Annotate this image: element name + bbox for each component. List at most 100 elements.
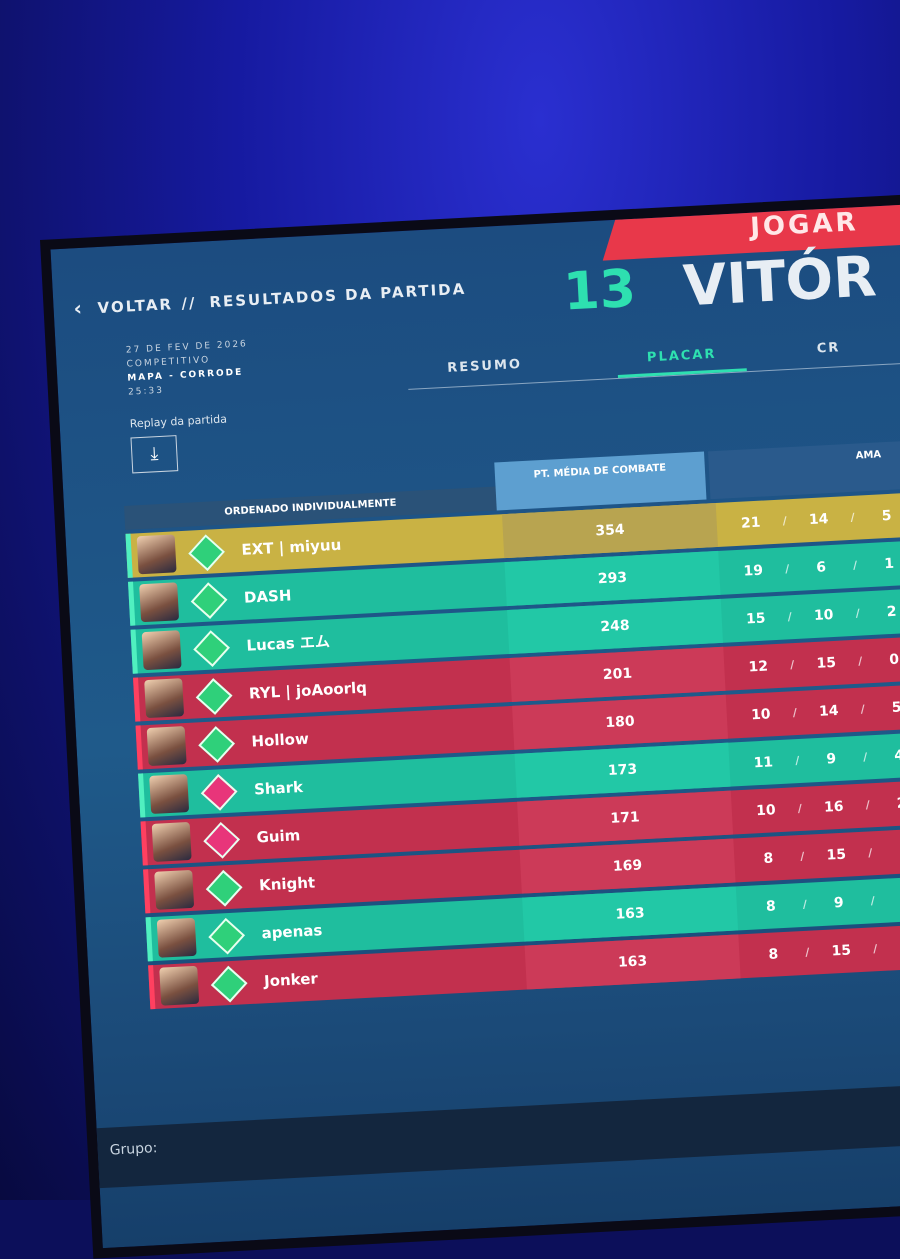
acs-value: 173 [607, 761, 638, 779]
player-name: Shark [253, 777, 304, 799]
kda-value: 1 [883, 555, 895, 573]
kda-value: 15 [816, 654, 837, 672]
kda-value: 10 [813, 606, 834, 624]
acs-value: 354 [594, 521, 625, 540]
kda-header: AMA [707, 434, 900, 500]
kda-separator: / [804, 945, 810, 959]
kda-value: 11 [753, 754, 774, 772]
group-label: Grupo: [109, 1140, 158, 1159]
player-name: DASH [243, 586, 292, 607]
kda-separator: / [784, 562, 790, 576]
kda-separator: / [872, 942, 878, 956]
avatar [149, 774, 190, 814]
player-name: Hollow [251, 729, 310, 751]
kda-value: 21 [740, 514, 761, 532]
avatar [151, 821, 192, 862]
avatar [154, 869, 195, 910]
kda-separator: / [802, 897, 808, 911]
kda-value: 2 [883, 829, 900, 875]
rank-icon [210, 965, 248, 1003]
acs-value: 169 [612, 857, 643, 875]
avatar [159, 965, 200, 1006]
avatar [136, 534, 177, 575]
kda-separator: / [799, 849, 805, 864]
rank-icon [190, 582, 228, 620]
kda-separator: / [794, 753, 800, 768]
kda-separator: / [855, 606, 861, 620]
kda-value: 12 [748, 658, 769, 676]
acs-value: 171 [610, 809, 641, 827]
avatar [141, 630, 182, 671]
kda-value: 4 [893, 747, 900, 764]
kda-value: 10 [755, 802, 777, 820]
kda-value: 9 [825, 751, 837, 768]
kda-separator: / [867, 846, 873, 860]
kda-value: 15 [826, 846, 847, 864]
back-arrow[interactable]: ‹ [72, 295, 85, 321]
kda-value: 15 [831, 942, 852, 960]
rank-icon [193, 630, 230, 667]
rank-icon [188, 534, 225, 572]
player-name: Jonker [263, 969, 319, 991]
match-map: MAPA - CORRODE [127, 367, 244, 384]
acs-value: 293 [597, 569, 628, 588]
kda-value: 5 [881, 507, 892, 525]
player-name: Guim [256, 826, 301, 847]
acs-value: 163 [617, 953, 648, 971]
rank-icon [200, 774, 238, 811]
kda-separator: / [792, 706, 798, 720]
acs-value: 180 [605, 713, 636, 732]
kda-value: 16 [823, 798, 844, 816]
kda-separator: / [870, 894, 876, 908]
kda-value: 15 [745, 610, 766, 628]
kda-value: 9 [833, 894, 845, 912]
replay-label: Replay da partida [129, 412, 228, 431]
kda-value: 14 [818, 702, 839, 720]
player-name: Knight [258, 873, 316, 895]
kda-value: 8 [765, 898, 777, 915]
tab-bar: RESUMO PLACAR CR [406, 324, 900, 390]
kda-separator: / [782, 514, 788, 528]
avatar [139, 582, 180, 623]
kda-separator: / [865, 798, 871, 812]
kda-separator: / [797, 801, 803, 816]
tab[interactable]: PLACAR [616, 345, 748, 378]
player-name: Lucas エム [246, 632, 331, 655]
kda-separator: / [787, 610, 793, 624]
player-name: RYL | joAoorlq [248, 678, 368, 703]
page-title: RESULTADOS DA PARTIDA [209, 279, 467, 312]
match-date: 27 DE FEV DE 2026 [125, 339, 249, 356]
acs-value: 248 [599, 617, 631, 636]
avatar [156, 917, 197, 958]
kda-value: 6 [815, 559, 827, 576]
kda-value: 0 [888, 651, 900, 669]
match-duration: 25:33 [127, 385, 165, 398]
breadcrumb-separator: // [181, 293, 197, 313]
tab[interactable]: CR [816, 340, 841, 357]
kda-separator: / [852, 558, 858, 572]
avatar [144, 678, 185, 719]
kda-separator: / [860, 702, 866, 716]
replay-download[interactable]: ⤓ [130, 435, 179, 474]
acs-value: 163 [615, 905, 646, 923]
rank-icon [205, 869, 243, 907]
game-screen: JOGAR ‹ VOLTAR // RESULTADOS DA PARTIDA … [40, 187, 900, 1259]
rank-icon [198, 726, 236, 763]
kda-separator: / [857, 654, 863, 668]
play-button[interactable]: JOGAR [749, 207, 860, 243]
tab[interactable]: RESUMO [446, 356, 523, 376]
kda-value: 19 [743, 562, 764, 580]
kda-value: 2 [886, 603, 897, 621]
footer-bar [96, 1076, 900, 1189]
rank-icon [195, 678, 233, 715]
kda-value: 8 [763, 850, 774, 867]
kda-separator: / [789, 658, 795, 672]
kda-separator: / [862, 750, 868, 764]
player-name: EXT | miyuu [241, 535, 342, 559]
player-name: apenas [261, 921, 323, 943]
kda-value: 8 [768, 946, 779, 963]
score: 13 [561, 258, 638, 323]
back-link[interactable]: VOLTAR [97, 295, 174, 318]
rank-icon [203, 821, 241, 859]
